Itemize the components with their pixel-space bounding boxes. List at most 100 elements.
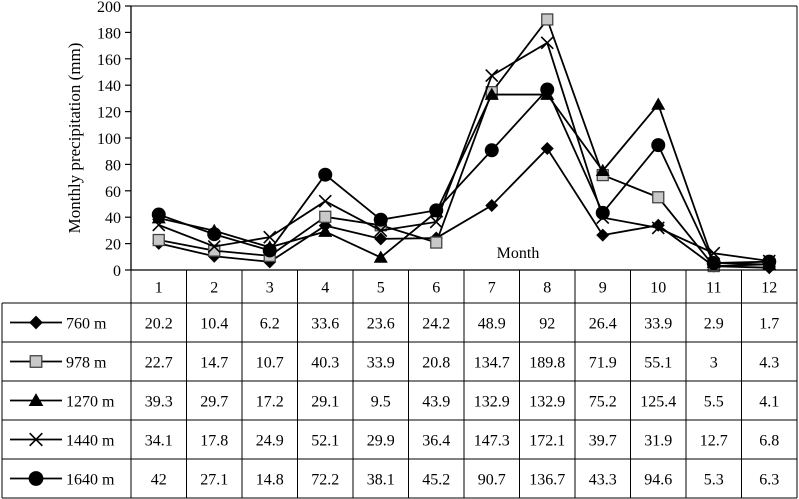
legend-entry: 1270 m — [66, 394, 115, 411]
data-point — [762, 254, 777, 269]
data-label: 33.9 — [367, 355, 395, 372]
data-label: 12.7 — [700, 433, 728, 450]
data-label: 125.4 — [640, 394, 676, 411]
data-point — [318, 224, 333, 237]
y-tick-label: 180 — [97, 25, 121, 42]
legend-entry: 760 m — [66, 316, 107, 333]
y-tick-label: 200 — [97, 0, 121, 16]
data-label: 189.8 — [529, 355, 565, 372]
axis-layer: 0 20 40 60 80 100 120 140 160 180 200 — [97, 0, 798, 280]
data-point — [374, 223, 388, 238]
legend-entry: 978 m — [66, 355, 107, 372]
data-label: 134.7 — [474, 355, 510, 372]
data-label: 20.2 — [145, 316, 173, 333]
legend-marker — [29, 355, 43, 368]
series-line — [158, 93, 770, 266]
data-point — [373, 212, 388, 227]
data-label: 31.9 — [644, 433, 672, 450]
data-label: 14.8 — [256, 472, 284, 489]
legend-marker — [28, 471, 44, 486]
data-label: 75.2 — [589, 394, 617, 411]
data-label: 6.2 — [260, 316, 280, 333]
x-tick-label: 6 — [432, 280, 440, 297]
data-label: 9.5 — [371, 394, 391, 411]
data-label: 4.1 — [759, 394, 779, 411]
data-point — [651, 97, 666, 110]
data-label: 45.2 — [422, 472, 450, 489]
data-label: 26.4 — [589, 316, 617, 333]
y-axis-label: Monthly precipitation (mm) — [65, 43, 84, 234]
x-tick-label: 7 — [488, 280, 496, 297]
data-label: 29.7 — [200, 394, 228, 411]
data-point — [263, 230, 277, 244]
data-label: 10.4 — [200, 316, 228, 333]
x-tick-label: 4 — [321, 280, 329, 297]
data-label: 136.7 — [529, 472, 565, 489]
data-point — [596, 228, 610, 242]
data-label: 36.4 — [422, 433, 450, 450]
data-point — [651, 221, 665, 235]
data-point — [207, 227, 222, 242]
data-point — [152, 233, 165, 247]
x-tick-label: 10 — [650, 280, 666, 297]
data-label: 23.6 — [367, 316, 395, 333]
data-label: 132.9 — [474, 394, 510, 411]
legend-marker — [29, 315, 43, 330]
data-point — [484, 143, 499, 158]
x-tick-label: 12 — [761, 280, 777, 297]
data-label: 55.1 — [644, 355, 672, 372]
series-layer — [151, 13, 777, 275]
data-point — [706, 256, 721, 271]
data-label: 24.2 — [422, 316, 450, 333]
data-label: 17.8 — [200, 433, 228, 450]
data-point — [318, 167, 333, 182]
data-label: 17.2 — [256, 394, 284, 411]
data-point — [541, 13, 554, 26]
data-point — [373, 250, 388, 263]
data-label: 132.9 — [529, 394, 565, 411]
data-point — [429, 203, 444, 218]
data-label: 39.7 — [589, 433, 617, 450]
data-label: 10.7 — [256, 355, 284, 372]
x-tick-label: 8 — [543, 280, 551, 297]
data-point — [208, 244, 221, 257]
data-label: 29.1 — [311, 394, 339, 411]
data-label: 14.7 — [200, 355, 228, 372]
legend-entry: 1440 m — [66, 433, 115, 450]
data-point — [652, 191, 665, 204]
data-label: 52.1 — [311, 433, 339, 450]
legend-marker — [28, 393, 44, 407]
data-label: 94.6 — [644, 472, 672, 489]
data-label: 92 — [539, 316, 555, 333]
data-point — [374, 232, 388, 246]
data-point — [152, 218, 166, 232]
data-label: 5.3 — [704, 472, 724, 489]
series-line — [158, 87, 770, 264]
data-point — [429, 215, 443, 229]
data-label: 38.1 — [367, 472, 395, 489]
data-point — [207, 239, 221, 254]
data-point — [485, 198, 499, 212]
data-label: 33.6 — [311, 316, 339, 333]
data-point — [595, 163, 610, 176]
data-point — [151, 207, 166, 222]
data-label: 24.9 — [256, 433, 284, 450]
legend-marker — [29, 432, 43, 447]
data-label: 42 — [151, 472, 167, 489]
data-label: 6.3 — [759, 472, 779, 489]
data-label: 27.1 — [200, 472, 228, 489]
data-label: 90.7 — [478, 472, 506, 489]
data-point — [262, 243, 277, 258]
data-label: 4.3 — [759, 355, 779, 372]
x-tick-label: 2 — [210, 280, 218, 297]
data-point — [707, 246, 721, 260]
data-label: 22.7 — [145, 355, 173, 372]
x-tick-label: 11 — [706, 280, 721, 297]
data-point — [540, 82, 555, 97]
data-label: 72.2 — [311, 472, 339, 489]
data-label: 29.9 — [367, 433, 395, 450]
y-tick-label: 20 — [105, 237, 121, 254]
data-label: 43.3 — [589, 472, 617, 489]
